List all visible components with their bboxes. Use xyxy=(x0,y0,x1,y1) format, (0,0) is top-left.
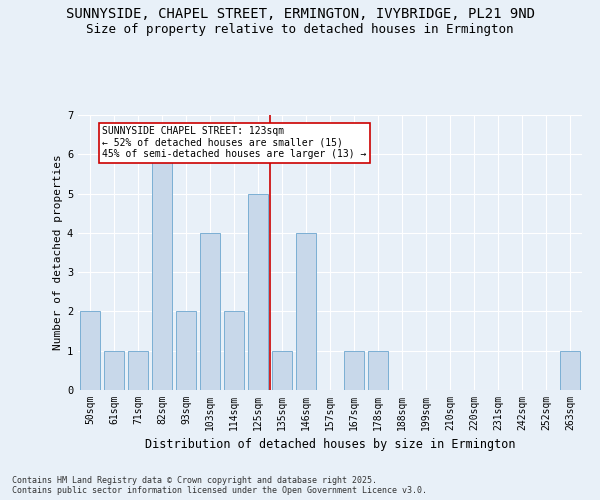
Bar xyxy=(296,233,316,390)
Bar xyxy=(344,350,364,390)
Bar xyxy=(368,350,388,390)
Text: Size of property relative to detached houses in Ermington: Size of property relative to detached ho… xyxy=(86,22,514,36)
Bar xyxy=(152,154,172,390)
Y-axis label: Number of detached properties: Number of detached properties xyxy=(53,154,63,350)
Text: SUNNYSIDE, CHAPEL STREET, ERMINGTON, IVYBRIDGE, PL21 9ND: SUNNYSIDE, CHAPEL STREET, ERMINGTON, IVY… xyxy=(65,8,535,22)
Text: Contains HM Land Registry data © Crown copyright and database right 2025.
Contai: Contains HM Land Registry data © Crown c… xyxy=(12,476,427,495)
Bar xyxy=(248,194,268,390)
Bar xyxy=(224,312,244,390)
Bar xyxy=(200,233,220,390)
Bar xyxy=(560,350,580,390)
Bar xyxy=(80,312,100,390)
Bar xyxy=(104,350,124,390)
Bar xyxy=(128,350,148,390)
X-axis label: Distribution of detached houses by size in Ermington: Distribution of detached houses by size … xyxy=(145,438,515,452)
Bar xyxy=(176,312,196,390)
Text: SUNNYSIDE CHAPEL STREET: 123sqm
← 52% of detached houses are smaller (15)
45% of: SUNNYSIDE CHAPEL STREET: 123sqm ← 52% of… xyxy=(102,126,367,159)
Bar xyxy=(272,350,292,390)
